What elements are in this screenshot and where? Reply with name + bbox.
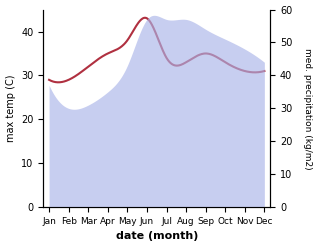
Y-axis label: med. precipitation (kg/m2): med. precipitation (kg/m2) xyxy=(303,48,313,169)
X-axis label: date (month): date (month) xyxy=(115,231,198,242)
Y-axis label: max temp (C): max temp (C) xyxy=(5,75,16,142)
